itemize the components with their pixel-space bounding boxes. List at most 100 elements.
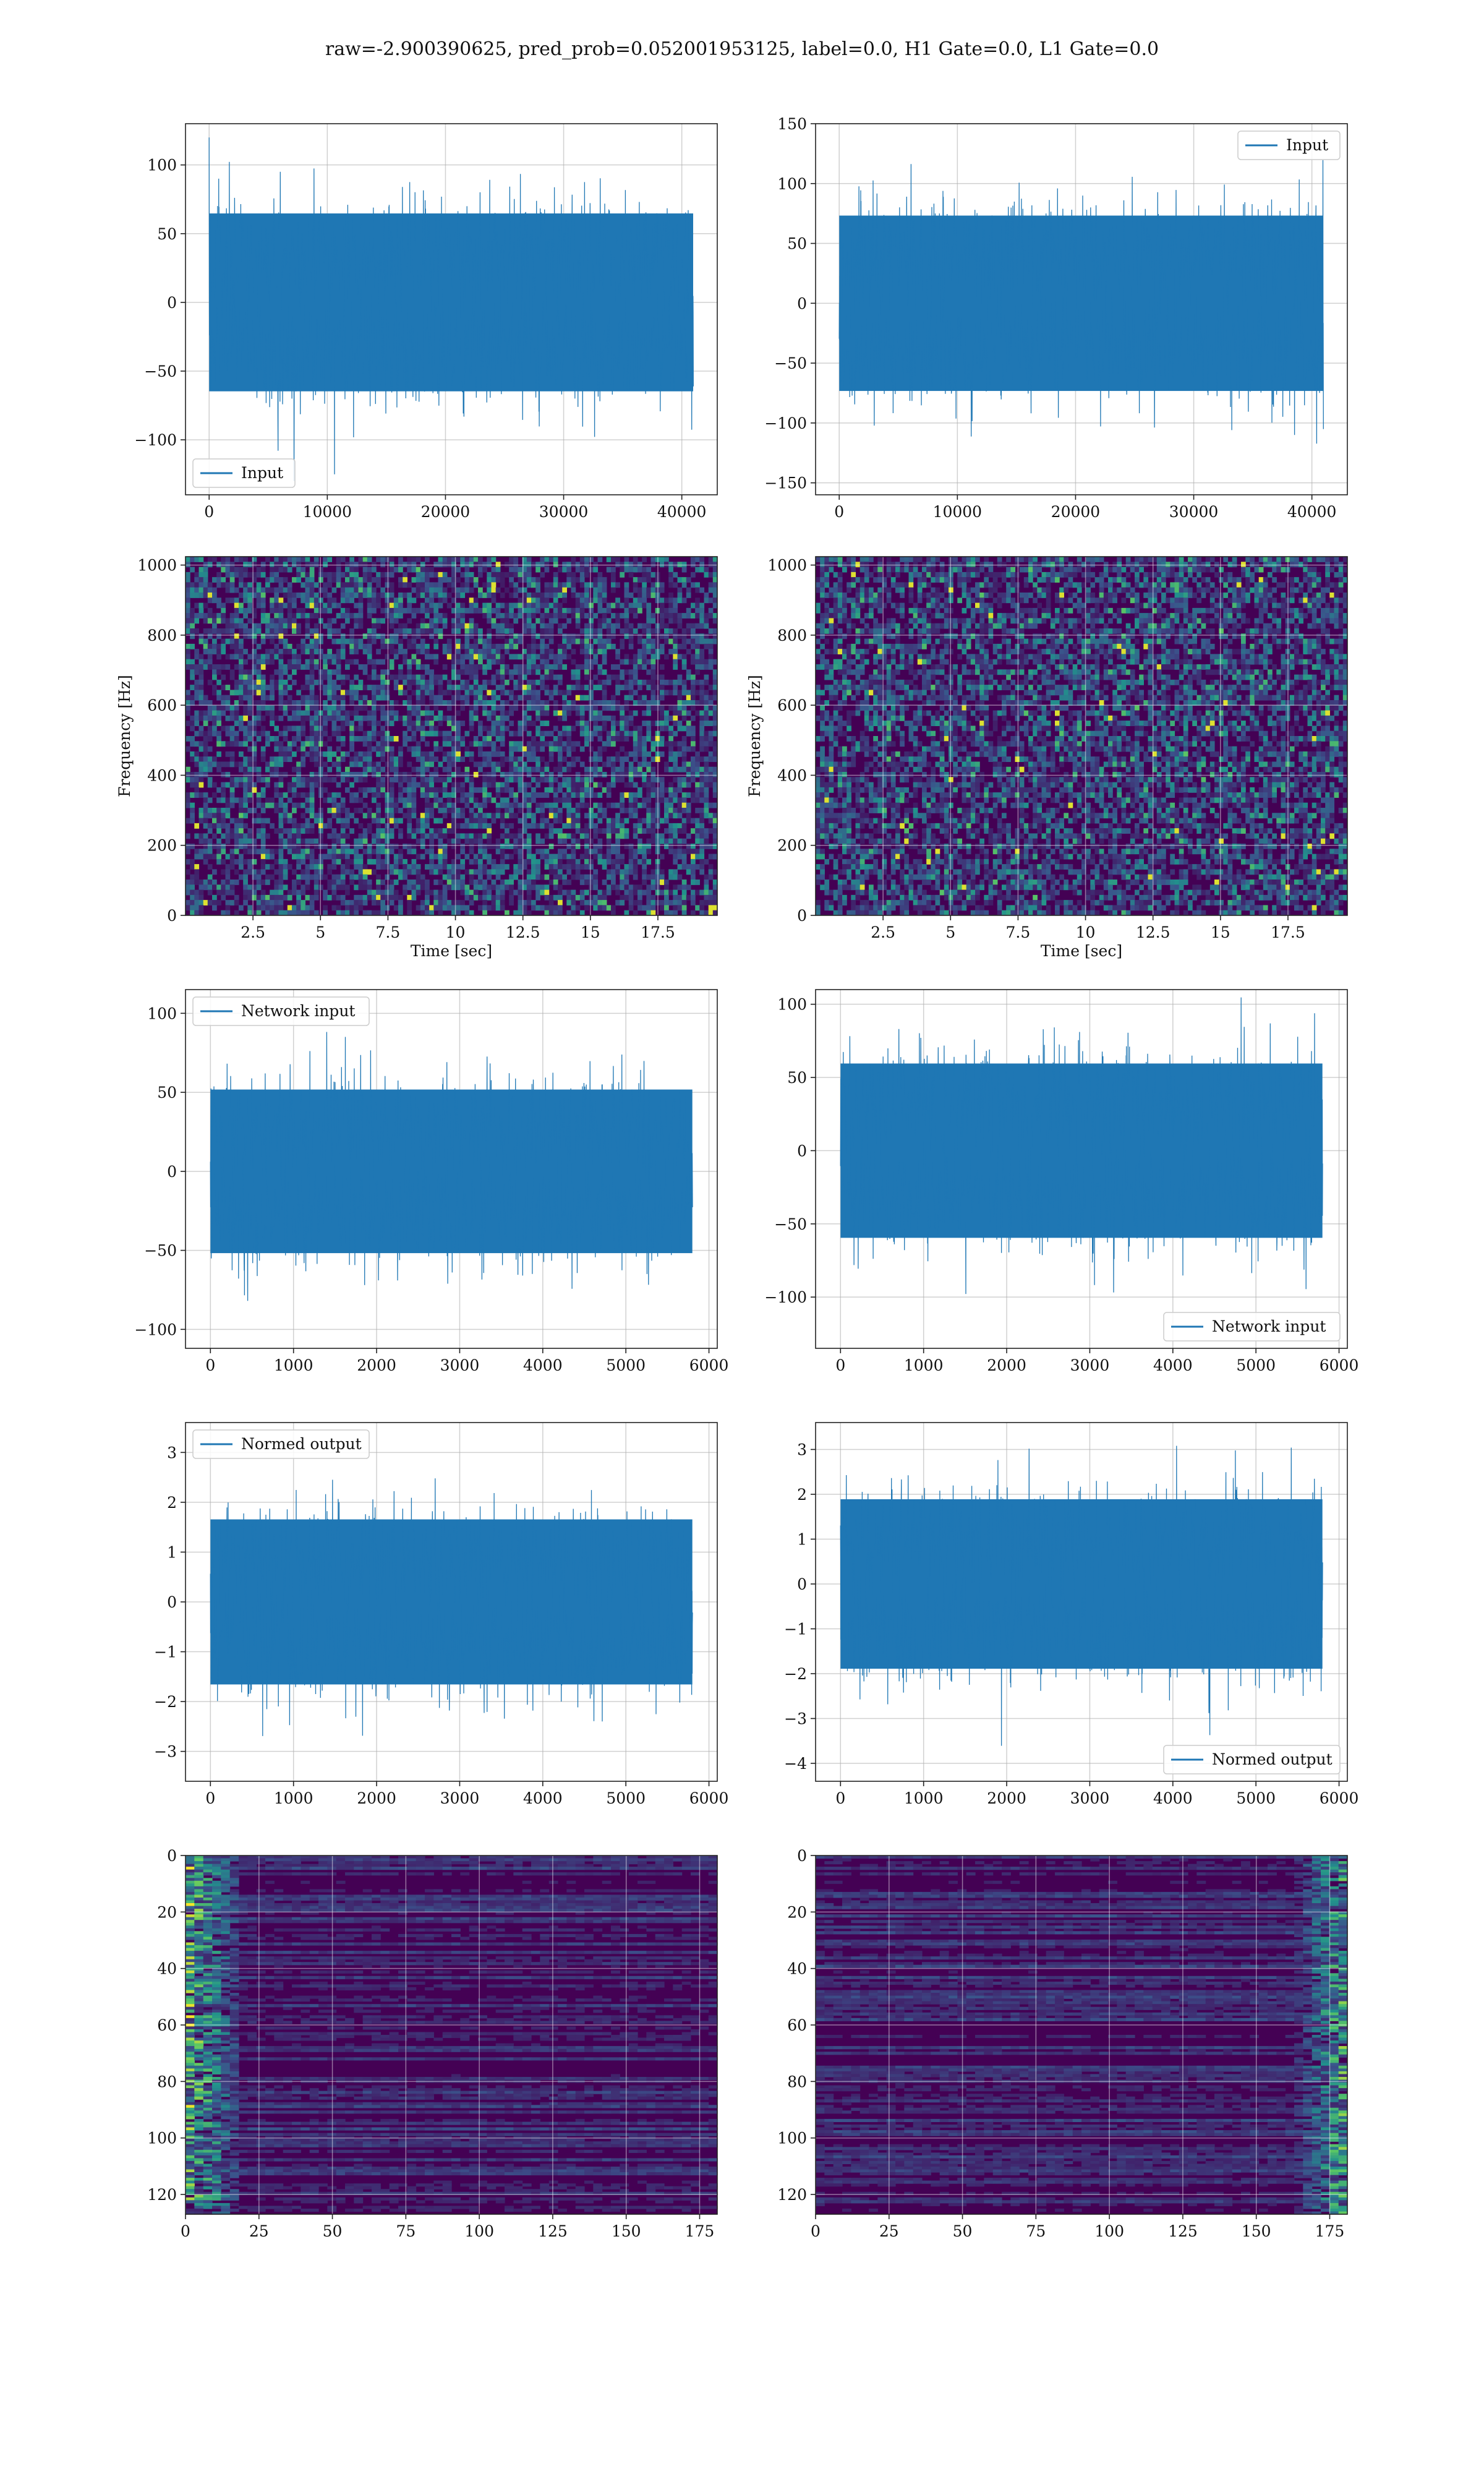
l1-feature-map-ytick-label-2: 40 [787, 1960, 807, 1978]
h1-spectrogram-ytick-label-4: 800 [147, 627, 177, 644]
l1-spectrogram-image [816, 557, 1348, 916]
h1-input-ytick-label-0: −100 [134, 431, 177, 449]
l1-normed-output-legend-label: Normed output [1212, 1750, 1333, 1768]
h1-network-input-xtick-label-5: 5000 [606, 1356, 646, 1374]
l1-spectrogram-xlabel: Time [sec] [1041, 942, 1122, 960]
l1-input-xtick-label-3: 30000 [1169, 503, 1219, 521]
l1-normed-output-xtick-label-6: 6000 [1320, 1789, 1359, 1807]
h1-input-ytick-label-2: 0 [167, 294, 177, 312]
l1-network-input-xtick-label-1: 1000 [904, 1356, 944, 1374]
l1-normed-output-xtick-label-0: 0 [835, 1789, 845, 1807]
h1-normed-output-legend-label: Normed output [241, 1435, 362, 1453]
l1-network-input-xtick-label-6: 6000 [1320, 1356, 1359, 1374]
l1-network-input-ytick-label-4: 100 [777, 996, 807, 1014]
h1-normed-output-xtick-label-1: 1000 [274, 1789, 313, 1807]
l1-normed-output-ytick-label-1: −3 [784, 1710, 807, 1728]
l1-feature-map-image [816, 1856, 1348, 2215]
l1-feature-map-ytick-label-5: 100 [777, 2129, 807, 2147]
h1-normed-output-xtick-label-4: 4000 [523, 1789, 563, 1807]
h1-spectrogram-xlabel: Time [sec] [411, 942, 492, 960]
l1-normed-output-xtick-label-5: 5000 [1236, 1789, 1276, 1807]
l1-input-legend: Input [1237, 131, 1341, 160]
l1-spectrogram-axes: 2.5 5 7.5 10 12.5 15 17.5 0 200 400 600 800 1000 Time… [746, 556, 1348, 960]
h1-normed-output-xtick-label-2: 2000 [357, 1789, 396, 1807]
h1-feature-map-frame [185, 1855, 718, 2215]
h1-spectrogram-xtick-label-0: 2.5 [241, 923, 265, 941]
h1-normed-output-ytick-label-1: −2 [154, 1693, 177, 1711]
h1-network-input-xtick-label-0: 0 [205, 1356, 215, 1374]
l1-network-input-legend-label: Network input [1212, 1317, 1326, 1335]
h1-normed-output-xtick-label-5: 5000 [606, 1789, 646, 1807]
h1-spectrogram-xtick-label-6: 17.5 [641, 923, 675, 941]
l1-normed-output-ytick-label-3: −1 [784, 1620, 807, 1638]
h1-spectrogram-xtick-label-2: 7.5 [376, 923, 401, 941]
h1-input-xtick-label-3: 30000 [539, 503, 589, 521]
h1-feature-map-xtick-label-5: 125 [538, 2222, 568, 2240]
h1-feature-map-xtick-label-3: 75 [396, 2222, 416, 2240]
l1-network-input-xtick-label-3: 3000 [1070, 1356, 1110, 1374]
h1-input-xtick-label-4: 40000 [657, 503, 707, 521]
l1-input-ytick-label-1: −100 [764, 414, 807, 432]
h1-spectrogram-axes: 2.5 5 7.5 10 12.5 15 17.5 0 200 400 600 800 1000 Time… [116, 556, 718, 960]
h1-normed-output-ytick-label-2: −1 [154, 1643, 177, 1661]
h1-feature-map-ytick-label-1: 20 [157, 1903, 177, 1921]
l1-network-input-axes: 0 1000 2000 3000 4000 5000 6000 −100 −50 0 50 100 Ne… [764, 989, 1359, 1374]
l1-normed-output-ytick-label-5: 1 [797, 1531, 807, 1549]
h1-input-series-line [208, 137, 694, 481]
l1-input-ytick-label-4: 50 [787, 235, 807, 253]
h1-input-xtick-label-1: 10000 [303, 503, 352, 521]
l1-feature-map-ytick-label-4: 80 [787, 2073, 807, 2091]
h1-normed-output-ytick-label-0: −3 [154, 1743, 177, 1761]
h1-spectrogram-xtick-label-3: 10 [446, 923, 466, 941]
l1-input-ytick-label-3: 0 [797, 294, 807, 312]
h1-feature-map-xtick-label-4: 100 [464, 2222, 494, 2240]
h1-network-input-xtick-label-6: 6000 [689, 1356, 729, 1374]
l1-spectrogram-ylabel: Frequency [Hz] [746, 675, 764, 797]
h1-normed-output-legend: Normed output [192, 1429, 370, 1459]
l1-normed-output-ytick-label-7: 3 [797, 1441, 807, 1459]
l1-normed-output-xtick-label-1: 1000 [904, 1789, 944, 1807]
l1-spectrogram-ytick-label-1: 200 [777, 837, 807, 855]
l1-network-input-series-line [840, 997, 1323, 1295]
l1-normed-output-xtick-label-2: 2000 [987, 1789, 1026, 1807]
l1-spectrogram-xtick-label-4: 12.5 [1136, 923, 1171, 941]
h1-network-input-xtick-label-4: 4000 [523, 1356, 563, 1374]
l1-network-input-ytick-label-2: 0 [797, 1142, 807, 1160]
h1-feature-map-axes: 0 25 50 75 100 125 150 175 0 20 40 60 80 100 120 [147, 1847, 718, 2240]
h1-input-ytick-label-1: −50 [144, 362, 177, 380]
figure-title: raw=-2.900390625, pred_prob=0.0520019531… [0, 38, 1484, 60]
l1-input-series-line [838, 160, 1324, 444]
l1-input-xtick-label-1: 10000 [933, 503, 983, 521]
l1-spectrogram-ytick-label-4: 800 [777, 627, 807, 644]
l1-spectrogram-ytick-label-3: 600 [777, 696, 807, 714]
l1-network-input-ytick-label-1: −50 [774, 1215, 807, 1233]
l1-spectrogram-frame [815, 556, 1348, 916]
l1-network-input-ytick-label-0: −100 [764, 1288, 807, 1306]
h1-feature-map-ytick-label-2: 40 [157, 1960, 177, 1978]
h1-normed-output-ytick-label-6: 3 [167, 1444, 177, 1462]
l1-normed-output-series-line [840, 1445, 1323, 1746]
l1-normed-output-ytick-label-0: −4 [784, 1755, 807, 1773]
h1-network-input-xtick-label-2: 2000 [357, 1356, 396, 1374]
l1-network-input-xtick-label-5: 5000 [1236, 1356, 1276, 1374]
h1-input-xtick-label-0: 0 [204, 503, 214, 521]
l1-normed-output-ytick-label-2: −2 [784, 1665, 807, 1683]
h1-normed-output-xtick-label-0: 0 [205, 1789, 215, 1807]
h1-spectrogram-ytick-label-2: 400 [147, 766, 177, 784]
l1-input-legend-box [1237, 131, 1341, 160]
h1-feature-map-xtick-label-6: 150 [612, 2222, 641, 2240]
h1-spectrogram-xtick-label-1: 5 [315, 923, 325, 941]
l1-normed-output-xtick-label-3: 3000 [1070, 1789, 1110, 1807]
h1-normed-output-ytick-label-3: 0 [167, 1593, 177, 1611]
h1-input-legend: Input [192, 458, 296, 488]
l1-feature-map-xtick-label-0: 0 [811, 2222, 821, 2240]
l1-feature-map-xtick-label-1: 25 [879, 2222, 899, 2240]
h1-network-input-axes: 0 1000 2000 3000 4000 5000 6000 −100 −50 0 50 100 Ne… [134, 989, 729, 1374]
h1-spectrogram-frame [185, 556, 718, 916]
l1-normed-output-frame [815, 1422, 1348, 1782]
h1-network-input-ytick-label-4: 100 [147, 1004, 177, 1022]
l1-spectrogram-xtick-label-3: 10 [1076, 923, 1096, 941]
h1-network-input-ytick-label-3: 50 [157, 1084, 177, 1102]
h1-feature-map-ytick-label-5: 100 [147, 2129, 177, 2147]
h1-feature-map-image [186, 1856, 718, 2215]
